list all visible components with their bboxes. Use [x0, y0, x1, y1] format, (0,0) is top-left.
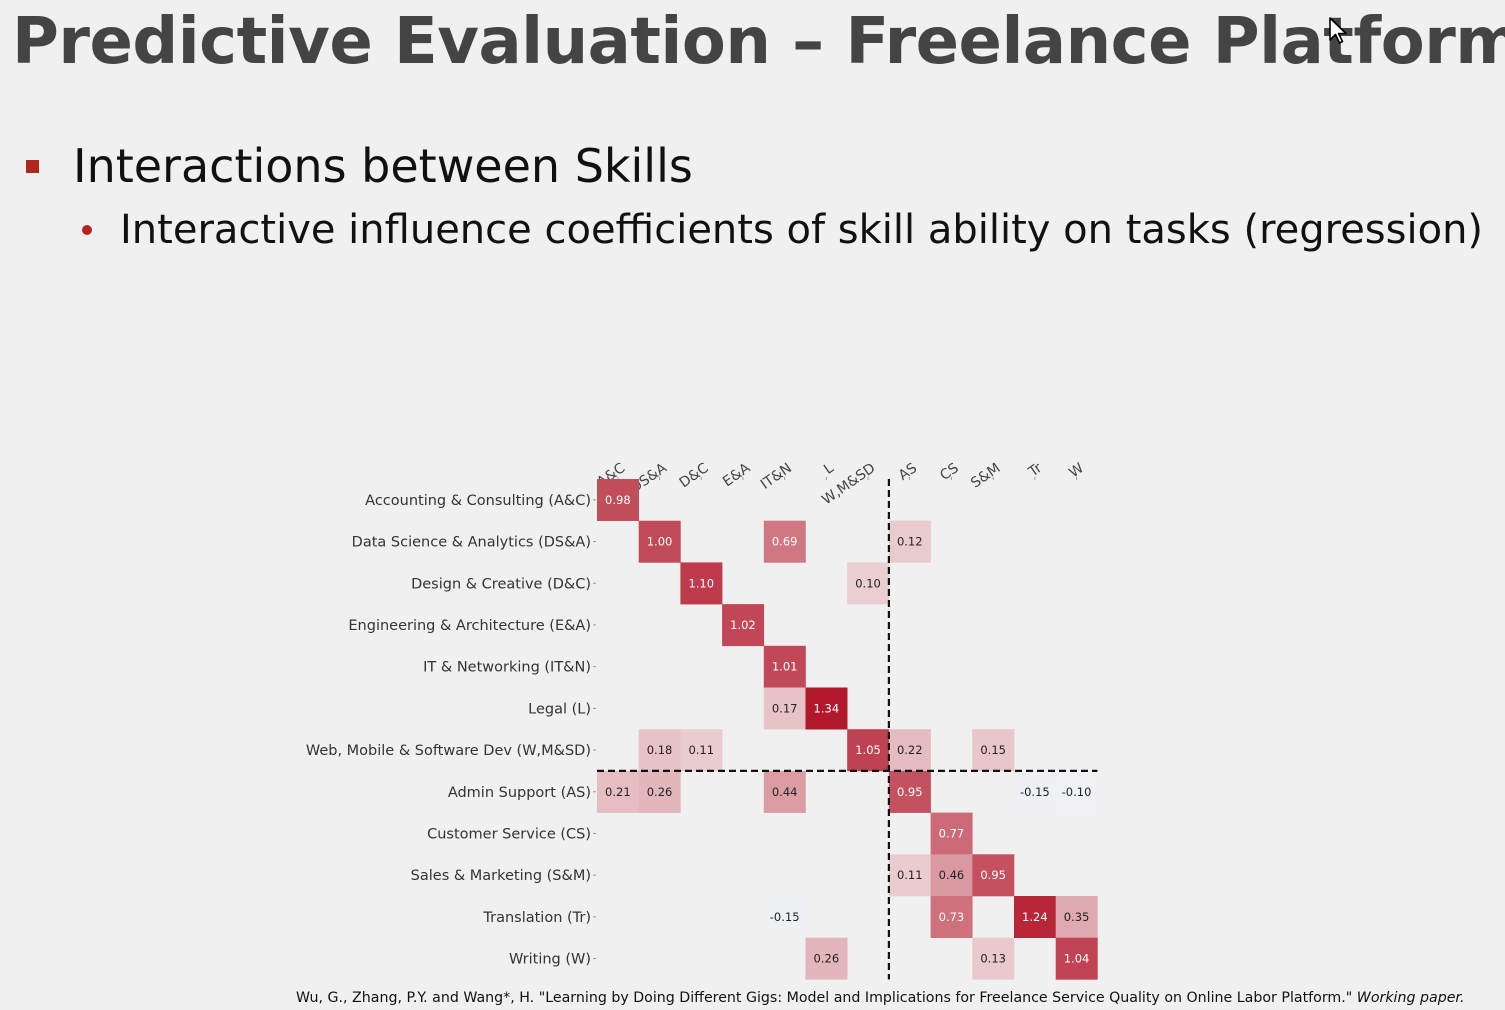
- bullet-level-2: Interactive influence coefficients of sk…: [82, 206, 1483, 254]
- cell-value: 0.21: [605, 785, 631, 799]
- heatmap-cell: [930, 896, 973, 938]
- heatmap-cell: [1014, 770, 1056, 813]
- row-label: Web, Mobile & Software Dev (W,M&SD): [306, 743, 591, 759]
- column-label: L: [821, 460, 837, 478]
- cell-value: 0.46: [939, 868, 965, 882]
- row-label: Writing (W): [509, 952, 591, 968]
- heatmap-cell: [680, 562, 723, 605]
- row-label: Sales & Marketing (S&M): [411, 868, 591, 884]
- heatmap-cell: [1055, 770, 1098, 813]
- column-label: CS: [937, 460, 962, 484]
- column-label: W: [1066, 460, 1087, 481]
- heatmap-cell: [763, 687, 806, 730]
- cell-value: 1.24: [1022, 910, 1048, 924]
- cell-value: 1.04: [1064, 952, 1090, 966]
- cell-value: 0.13: [980, 952, 1006, 966]
- heatmap-cell: [972, 854, 1015, 897]
- column-label: D&C: [677, 460, 712, 491]
- cell-value: 0.17: [772, 701, 798, 715]
- cell-value: -0.15: [770, 910, 800, 924]
- cell-value: 0.69: [772, 535, 798, 549]
- heatmap-cell: [888, 729, 931, 772]
- cell-value: 0.44: [772, 785, 798, 799]
- heatmap-cell: [1055, 937, 1098, 980]
- cell-value: 0.73: [939, 910, 965, 924]
- cell-value: 0.98: [605, 493, 631, 507]
- cell-value: 0.77: [939, 826, 965, 840]
- citation: Wu, G., Zhang, P.Y. and Wang*, H. "Learn…: [296, 990, 1464, 1006]
- bullet-level-2-text: Interactive influence coefficients of sk…: [120, 207, 1484, 253]
- cell-value: -0.10: [1062, 785, 1092, 799]
- row-label: Design & Creative (D&C): [411, 576, 591, 592]
- heatmap-cell: [763, 770, 806, 813]
- heatmap-cell: [805, 937, 848, 980]
- heatmap-cell: [805, 687, 848, 730]
- cell-value: 0.26: [814, 952, 840, 966]
- column-label: AS: [896, 460, 920, 484]
- cell-value: 1.10: [688, 576, 714, 590]
- row-label: Data Science & Analytics (DS&A): [352, 535, 591, 551]
- cell-value: 1.02: [730, 618, 756, 632]
- heatmap-cell: [680, 729, 723, 772]
- cell-value: 0.10: [855, 576, 881, 590]
- row-label: Accounting & Consulting (A&C): [365, 493, 591, 509]
- column-label: Tr: [1025, 460, 1045, 481]
- heatmap-cell: [763, 520, 806, 563]
- heatmap-cell: [638, 770, 681, 813]
- heatmap-cell: [1014, 896, 1056, 938]
- interaction-heatmap: A&C DS&A D&C E&A IT&N LW,M&SD AS CS S&M Tr WAccoun…: [306, 460, 1098, 980]
- heatmap-cell: [888, 854, 931, 897]
- heatmap-cell: [638, 520, 681, 563]
- heatmap-cell: [888, 520, 931, 563]
- mouse-cursor-icon: [1329, 17, 1347, 44]
- heatmap-cell: [597, 770, 639, 813]
- heatmap-cell: [1055, 896, 1098, 938]
- cell-value: 0.95: [897, 785, 923, 799]
- cell-value: 0.11: [688, 743, 714, 757]
- row-label: Engineering & Architecture (E&A): [348, 618, 591, 634]
- cell-value: 0.15: [980, 743, 1006, 757]
- heatmap-cell: [722, 604, 765, 647]
- row-label: Translation (Tr): [482, 910, 591, 926]
- slide-title: Predictive Evaluation – Freelance Platfo…: [12, 5, 1505, 79]
- square-bullet-icon: [26, 159, 39, 173]
- cell-value: 0.22: [897, 743, 923, 757]
- heatmap-cell: [763, 645, 806, 688]
- citation-italic: Working paper.: [1356, 990, 1465, 1006]
- cell-value: 0.11: [897, 868, 923, 882]
- row-label: Admin Support (AS): [448, 785, 591, 801]
- column-label: E&A: [720, 460, 754, 490]
- heatmap-cell: [847, 729, 890, 772]
- cell-value: 0.95: [980, 868, 1006, 882]
- heatmap-cell: [930, 854, 973, 897]
- cell-value: 1.34: [814, 701, 840, 715]
- row-label: Customer Service (CS): [427, 826, 591, 842]
- column-label: IT&N: [758, 460, 795, 493]
- cell-value: 1.01: [772, 660, 798, 674]
- dot-bullet-icon: [82, 225, 92, 235]
- row-label: IT & Networking (IT&N): [423, 660, 591, 676]
- cell-value: 0.35: [1064, 910, 1090, 924]
- heatmap-cell: [972, 937, 1015, 980]
- heatmap-cell: [930, 812, 973, 855]
- heatmap-cell: [597, 479, 639, 521]
- heatmap-cell: [888, 770, 931, 813]
- heatmap-cell: [847, 562, 890, 605]
- bullet-level-1: Interactions between Skills: [26, 139, 693, 193]
- bullet-level-1-text: Interactions between Skills: [73, 139, 693, 193]
- heatmap-cell: [972, 729, 1015, 772]
- cell-value: 1.00: [647, 535, 673, 549]
- cell-value: 0.26: [647, 785, 673, 799]
- heatmap-cell: [638, 729, 681, 772]
- cell-value: 0.18: [647, 743, 673, 757]
- citation-text: Wu, G., Zhang, P.Y. and Wang*, H. "Learn…: [296, 990, 1353, 1006]
- cell-value: -0.15: [1020, 785, 1050, 799]
- heatmap-cell: [763, 896, 806, 938]
- cell-value: 0.12: [897, 535, 923, 549]
- column-label: S&M: [968, 460, 1003, 491]
- row-label: Legal (L): [528, 701, 591, 717]
- cell-value: 1.05: [855, 743, 881, 757]
